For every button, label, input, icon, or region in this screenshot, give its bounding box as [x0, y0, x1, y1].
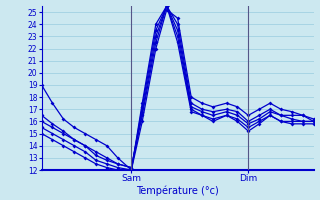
X-axis label: Température (°c): Température (°c) — [136, 186, 219, 196]
